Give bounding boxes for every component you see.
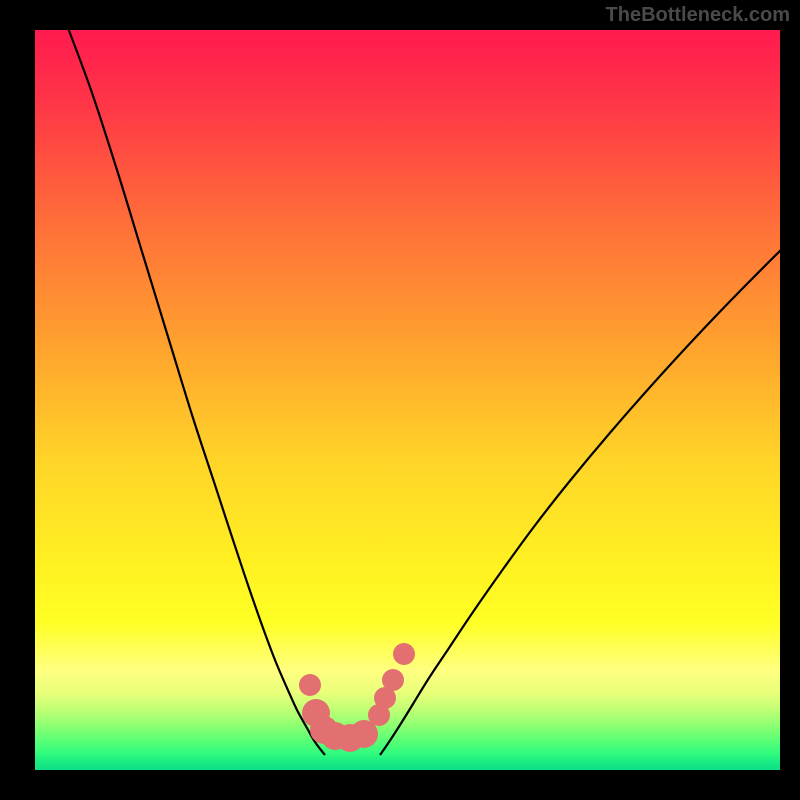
chart-overlay-svg [35,30,780,770]
bottleneck-curve-left [65,30,325,755]
watermark-text: TheBottleneck.com [606,4,790,27]
chart-marker [299,674,321,696]
chart-markers-group [299,643,415,752]
chart-marker [393,643,415,665]
chart-plot-area [35,30,780,770]
chart-marker [382,669,404,691]
bottleneck-curve-right [380,218,780,755]
